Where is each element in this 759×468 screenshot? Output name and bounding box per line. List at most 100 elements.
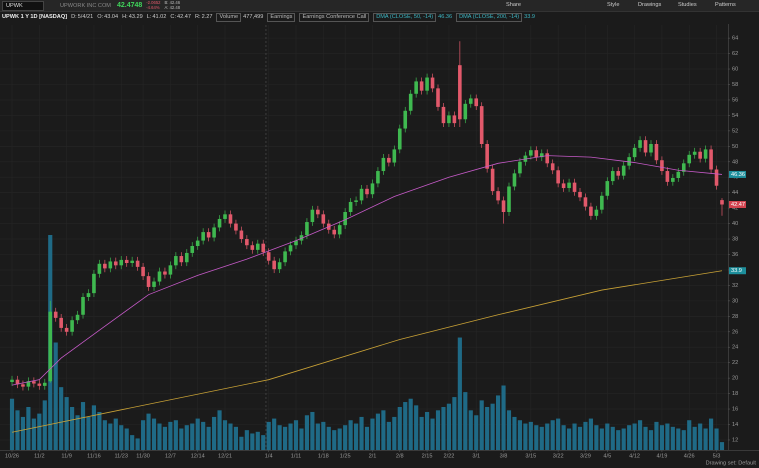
candle-body xyxy=(119,259,124,266)
y-tick-label: 48 xyxy=(732,159,738,165)
earnings-event: Earnings xyxy=(267,12,296,22)
candle-body xyxy=(709,149,713,170)
volume-bar xyxy=(70,407,75,450)
candle-body xyxy=(92,273,96,294)
volume-bar xyxy=(474,415,479,450)
volume-bar xyxy=(201,421,206,450)
x-tick-label: 11/23 xyxy=(114,453,128,459)
y-tick-label: 60 xyxy=(732,67,738,73)
volume-bar xyxy=(299,428,304,450)
x-tick-label: 2/15 xyxy=(422,453,433,459)
volume-bar xyxy=(212,416,217,450)
volume-bar xyxy=(419,416,424,450)
candle-body xyxy=(496,191,500,201)
volume-bar xyxy=(53,342,58,450)
candle-body xyxy=(370,183,375,195)
x-tick-label: 3/15 xyxy=(525,453,536,459)
candle-body xyxy=(458,65,462,120)
high-label: H: xyxy=(122,14,128,20)
volume-bar xyxy=(244,430,249,450)
y-tick-label: 18 xyxy=(732,391,738,397)
x-tick-label: 2/22 xyxy=(443,453,454,459)
candle-body xyxy=(42,382,47,386)
candle-body xyxy=(305,222,309,236)
volume-bar xyxy=(141,420,146,450)
volume-bar xyxy=(561,425,566,450)
earnings-call-event: Earnings Conference Call xyxy=(299,12,370,22)
x-tick-label: 11/2 xyxy=(34,453,44,459)
volume-bar xyxy=(692,426,697,450)
ma-price-tag: 46.36 xyxy=(731,172,745,178)
open-value: 43.04 xyxy=(104,14,119,20)
volume-bar xyxy=(501,385,506,450)
candle-body xyxy=(337,225,342,235)
candle-body xyxy=(179,256,184,263)
candle-body xyxy=(539,153,544,158)
y-tick-label: 22 xyxy=(732,360,738,366)
volume-bar xyxy=(681,430,686,450)
candle-body xyxy=(387,157,391,163)
patterns-button[interactable]: Patterns xyxy=(715,2,736,8)
candle-body xyxy=(64,327,69,332)
candle-body xyxy=(223,214,227,219)
open-label: O: xyxy=(97,14,104,20)
candle-body xyxy=(21,384,25,387)
candle-body xyxy=(272,260,276,270)
volume-bar xyxy=(326,426,331,450)
candle-body xyxy=(687,154,692,164)
low-label: L: xyxy=(146,14,152,20)
y-tick-label: 58 xyxy=(732,82,738,88)
x-tick-label: 2/1 xyxy=(369,453,377,459)
volume-bar xyxy=(539,426,544,450)
volume-bar xyxy=(588,418,593,450)
volume-bar xyxy=(130,435,135,450)
candle-body xyxy=(48,311,53,382)
y-tick-label: 54 xyxy=(732,113,738,119)
volume-bar xyxy=(113,418,118,450)
volume-bar xyxy=(654,421,659,450)
candle-body xyxy=(441,106,446,124)
candle-body xyxy=(108,261,113,269)
share-button[interactable]: Share xyxy=(506,2,521,8)
last-price-tag-bg xyxy=(729,201,746,209)
candle-body xyxy=(32,381,36,384)
candle-body xyxy=(479,106,484,144)
candle-body xyxy=(86,293,91,297)
y-tick-label: 56 xyxy=(732,97,738,103)
bid: B: 42.46 xyxy=(164,0,181,6)
style-button[interactable]: Style xyxy=(607,2,620,8)
volume-bar xyxy=(632,423,637,450)
candle-body xyxy=(447,115,451,124)
symbol-input[interactable]: UPWK xyxy=(2,0,44,11)
company: UPWORK INC COM xyxy=(60,2,111,9)
candle-body xyxy=(621,165,626,176)
candle-body xyxy=(392,149,397,163)
candle-body xyxy=(720,200,724,205)
volume-bar xyxy=(91,405,97,450)
candle-body xyxy=(627,157,631,166)
top-bar: UPWK UPWORK INC COM 42.4748 -2.0652 -4.6… xyxy=(0,0,759,12)
dma50-name: DMA (CLOSE, 50, -14) xyxy=(373,12,437,22)
candle-body xyxy=(408,93,413,111)
x-tick-label: 3/29 xyxy=(580,453,591,459)
y-tick-label: 24 xyxy=(732,345,738,351)
volume-bar xyxy=(146,413,151,450)
x-tick-label: 11/9 xyxy=(61,453,71,459)
volume-bar xyxy=(86,416,91,450)
volume-bar xyxy=(315,423,320,450)
x-tick-label: 4/19 xyxy=(656,453,667,459)
x-tick-label: 1/4 xyxy=(265,453,273,459)
studies-button[interactable]: Studies xyxy=(678,2,697,8)
y-tick-label: 40 xyxy=(732,221,738,227)
volume-bar xyxy=(173,420,178,450)
volume-bar xyxy=(97,411,102,450)
volume-bar xyxy=(468,410,473,450)
candle-body xyxy=(681,163,686,172)
volume-bar xyxy=(239,436,244,450)
volume-bar xyxy=(435,410,441,450)
volume-bar xyxy=(321,421,326,450)
volume-bar xyxy=(386,421,391,450)
drawings-button[interactable]: Drawings xyxy=(638,2,662,8)
